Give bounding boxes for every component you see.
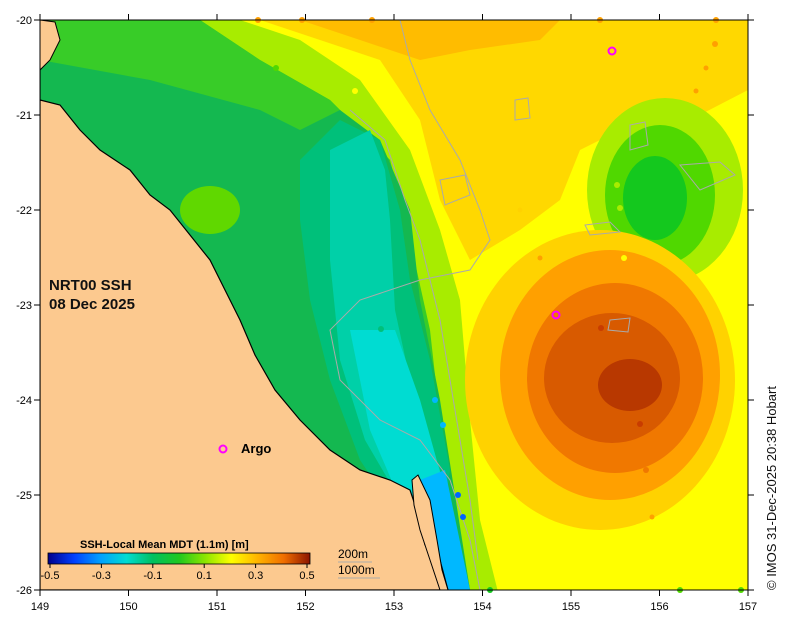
colorbar-tick-label: 0.1 <box>197 570 212 582</box>
land <box>40 20 449 590</box>
lat-tick-label: -22 <box>16 205 32 217</box>
lat-tick-label: -20 <box>16 15 32 27</box>
colorbar-tick-label: 0.3 <box>248 570 263 582</box>
legend-1000m: 1000m <box>338 563 375 577</box>
lon-tick-label: 156 <box>650 601 668 613</box>
lon-tick-label: 155 <box>562 601 580 613</box>
lat-tick-label: -21 <box>16 110 32 122</box>
colorbar-tick-label: -0.5 <box>41 570 60 582</box>
lat-tick-label: -25 <box>16 490 32 502</box>
depth-legend: 200m 1000m <box>338 547 380 579</box>
credit-text: © IMOS 31-Dec-2025 20:38 Hobart <box>764 386 779 590</box>
lat-tick-label: -26 <box>16 585 32 597</box>
lat-tick-label: -23 <box>16 300 32 312</box>
legend-200m: 200m <box>338 547 368 561</box>
lon-tick-label: 152 <box>296 601 314 613</box>
colorbar-tick-label: 0.5 <box>299 570 314 582</box>
argo-float-marker[interactable] <box>607 46 617 56</box>
lon-tick-label: 154 <box>473 601 491 613</box>
colorbar-gradient <box>47 552 311 565</box>
colorbar-tick-label: -0.1 <box>143 570 162 582</box>
lon-tick-label: 150 <box>119 601 137 613</box>
lon-tick-label: 149 <box>31 601 49 613</box>
lat-tick-label: -24 <box>16 395 32 407</box>
lon-axis: 149 150 151 152 153 154 155 156 157 <box>31 14 757 613</box>
colorbar: SSH-Local Mean MDT (1.1m) [m] -0.5 -0.3 -0… <box>41 539 315 582</box>
argo-legend-label: Argo <box>241 441 271 456</box>
argo-legend-icon <box>218 444 228 454</box>
argo-floats <box>551 46 617 320</box>
lon-tick-label: 153 <box>385 601 403 613</box>
lat-axis: -20 -21 -22 -23 -24 -25 -26 <box>16 15 754 597</box>
bathymetry-contours <box>329 20 736 590</box>
lon-tick-label: 157 <box>739 601 757 613</box>
lon-tick-label: 151 <box>208 601 226 613</box>
argo-float-marker[interactable] <box>551 310 561 320</box>
map-title-line1: NRT00 SSH <box>49 277 132 294</box>
map-title-line2: 08 Dec 2025 <box>49 296 135 313</box>
colorbar-tick-label: -0.3 <box>92 570 111 582</box>
colorbar-title: SSH-Local Mean MDT (1.1m) [m] <box>80 539 249 551</box>
